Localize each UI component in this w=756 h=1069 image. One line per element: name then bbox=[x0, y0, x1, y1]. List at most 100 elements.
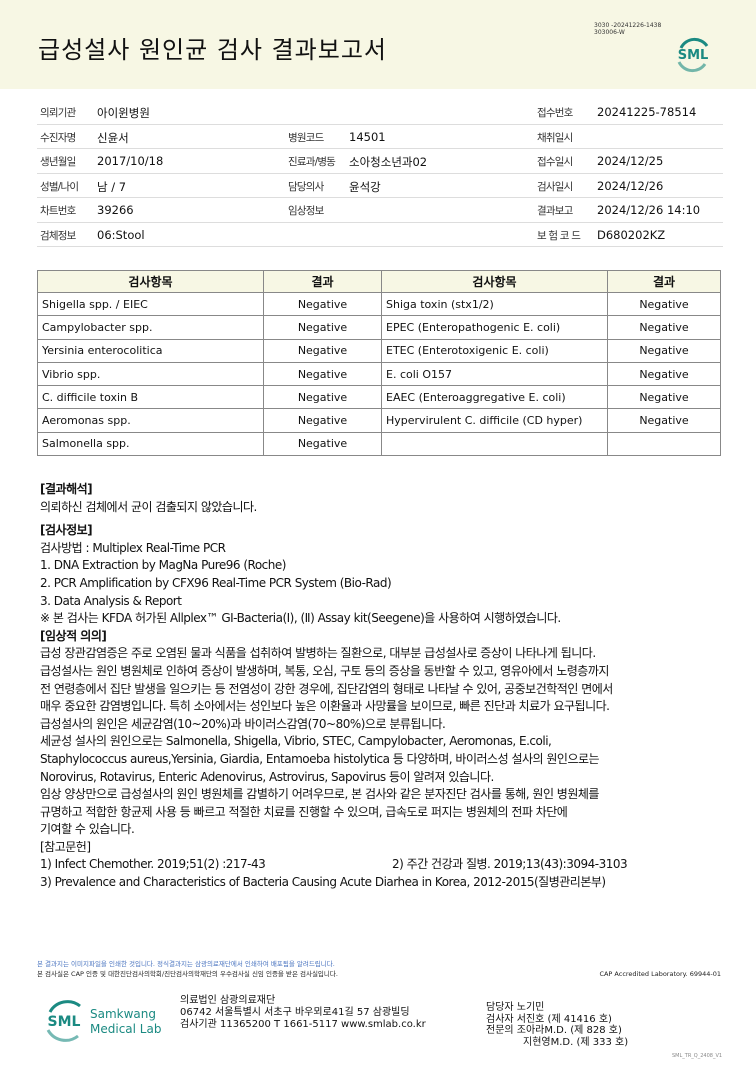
info-row: 수진자명 신윤서 병원코드 14501 채취일시 bbox=[37, 125, 723, 149]
table-row: Vibrio spp. Negative E. coli O157 Negative bbox=[37, 361, 721, 387]
clinical-title: [임상적 의의] bbox=[40, 628, 107, 643]
info-label: 수진자명 bbox=[40, 131, 76, 144]
info-value: 윤석강 bbox=[349, 179, 381, 194]
logo-text: SML bbox=[678, 48, 709, 63]
clinical-line: 급성설사의 원인은 세균감염(10~20%)과 바이러스감염(70~80%)으로… bbox=[40, 716, 446, 731]
result-cell: Negative bbox=[263, 338, 382, 363]
sml-logo: SML bbox=[677, 37, 709, 73]
info-line: 3. Data Analysis & Report bbox=[40, 593, 182, 608]
test-item-cell: Campylobacter spp. bbox=[37, 315, 264, 340]
test-item-cell: Shiga toxin (stx1/2) bbox=[381, 291, 608, 317]
cap-number: CAP Accredited Laboratory. 69944-01 bbox=[599, 970, 721, 978]
info-row: 의뢰기관 아이윈병원 접수번호 20241225-78514 bbox=[37, 100, 723, 125]
table-row: C. difficile toxin B Negative EAEC (Entero… bbox=[37, 385, 721, 410]
col-item: 검사항목 bbox=[381, 270, 608, 293]
info-value: D680202KZ bbox=[597, 227, 666, 242]
result-cell: Negative bbox=[263, 431, 382, 457]
info-label: 담당의사 bbox=[288, 180, 324, 193]
clinical-line: 급성설사는 원인 병원체로 인하여 증상이 발생하며, 복통, 오심, 구토 등… bbox=[40, 663, 609, 678]
result-cell: Negative bbox=[263, 315, 382, 340]
test-item-cell: Vibrio spp. bbox=[37, 361, 264, 387]
result-cell: Negative bbox=[607, 315, 721, 340]
info-title: [검사정보] bbox=[40, 523, 93, 538]
info-label: 병원코드 bbox=[288, 131, 324, 144]
info-value: 2024/12/26 bbox=[597, 178, 664, 193]
info-value: 2024/12/25 bbox=[597, 154, 664, 168]
clinical-line: 매우 중요한 감염병입니다. 특히 소아에서는 성인보다 높은 이환율과 사망률… bbox=[40, 699, 610, 714]
signatures: 담당자 노기민 검사자 서진호 (제 41416 호) 전문의 조아라M.D. (제… bbox=[486, 1002, 628, 1048]
ref-2: 2) 주간 건강과 질병. 2019;13(43):3094-3103 bbox=[392, 857, 628, 872]
info-line: 1. DNA Extraction by MagNa Pure96 (Roche… bbox=[40, 558, 286, 573]
clinical-line: 세균성 설사의 원인으로는 Salmonella, Shigella, Vibr… bbox=[40, 734, 552, 749]
info-row: 생년월일 2017/10/18 진료과/병동 소아청소년과02 접수일시 2024/12/… bbox=[37, 149, 723, 174]
report-header bbox=[0, 0, 756, 89]
clinical-line: Staphylococcus aureus,Yersinia, Giardia,… bbox=[40, 751, 600, 766]
ref-title: [참고문헌] bbox=[40, 839, 91, 854]
form-version: SML_TR_Q_2408_V1 bbox=[672, 1053, 723, 1059]
info-row: 차트번호 39266 임상정보 결과보고 2024/12/26 14:10 bbox=[37, 198, 723, 223]
info-label: 보 험 코 드 bbox=[537, 229, 581, 242]
logo-name-2: Medical Lab bbox=[90, 1022, 161, 1036]
ref-3: 3) Prevalence and Characteristics of Bac… bbox=[40, 875, 606, 890]
test-item-cell: Yersinia enterocolitica bbox=[37, 338, 264, 363]
results-table: 검사항목 결과 검사항목 결과 Shigella spp. / EIEC Nega… bbox=[37, 270, 721, 457]
info-line: ※ 본 검사는 KFDA 허가된 Allplex™ GI-Bacteria(Ⅰ)… bbox=[40, 611, 561, 626]
patient-info: 의뢰기관 아이윈병원 접수번호 20241225-78514 수진자명 신윤서 병원코드 14… bbox=[37, 100, 723, 247]
info-label: 진료과/병동 bbox=[288, 156, 336, 168]
interp-text: 의뢰하신 검체에서 균이 검출되지 않았습니다. bbox=[40, 499, 257, 514]
test-item-cell: Aeromonas spp. bbox=[37, 408, 264, 433]
test-item-cell: EAEC (Enteroaggregative E. coli) bbox=[381, 385, 608, 410]
info-line: 검사방법 : Multiplex Real-Time PCR bbox=[40, 540, 226, 555]
cert-note: 본 검사실은 CAP 인증 및 대한진단검사의학회/진단검사의학재단의 우수검사… bbox=[37, 970, 338, 978]
clinical-line: 임상 양상만으로 급성설사의 원인 병원체를 감별하기 어려우므로, 본 검사와… bbox=[40, 787, 599, 802]
info-label: 접수일시 bbox=[537, 156, 573, 168]
table-row: Yersinia enterocolitica Negative ETEC (Ent… bbox=[37, 338, 721, 363]
print-note: 본 결과지는 이미지파일을 인쇄한 것입니다. 정식결과지는 삼광의료재단에서 … bbox=[37, 960, 335, 968]
sign-line: 담당자 노기민 bbox=[486, 1002, 545, 1013]
addr-line: 검사기관 11365200 T 1661-5117 www.smlab.co.k… bbox=[180, 1019, 426, 1030]
addr-line: 의료법인 삼광의료재단 bbox=[180, 995, 276, 1006]
test-item-cell: EPEC (Enteropathogenic E. coli) bbox=[381, 315, 608, 340]
test-item-cell: Shigella spp. / EIEC bbox=[37, 291, 264, 317]
table-row: Aeromonas spp. Negative Hypervirulent C. d… bbox=[37, 408, 721, 433]
col-result: 결과 bbox=[263, 270, 382, 293]
result-cell: Negative bbox=[607, 385, 721, 410]
test-item-cell: Salmonella spp. bbox=[37, 431, 264, 457]
result-cell: Negative bbox=[607, 338, 721, 363]
table-header: 검사항목 결과 검사항목 결과 bbox=[37, 270, 721, 293]
footer-notes: 본 결과지는 이미지파일을 인쇄한 것입니다. 정식결과지는 삼광의료재단에서 … bbox=[37, 960, 721, 979]
test-item-cell: Hypervirulent C. difficile (CD hyper) bbox=[381, 408, 608, 433]
ref-1: 1) Infect Chemother. 2019;51(2) :217-43 bbox=[40, 857, 266, 872]
info-value: 소아청소년과02 bbox=[349, 155, 428, 169]
info-label: 성별/나이 bbox=[40, 180, 79, 193]
info-value: 2024/12/26 14:10 bbox=[597, 203, 701, 217]
info-label: 임상정보 bbox=[288, 205, 324, 217]
result-cell: Negative bbox=[607, 361, 721, 387]
info-value: 신윤서 bbox=[97, 130, 129, 145]
clinical-line: Norovirus, Rotavirus, Enteric Adenovirus… bbox=[40, 769, 494, 784]
info-value: 남 / 7 bbox=[97, 179, 127, 194]
info-label: 검사일시 bbox=[537, 180, 573, 193]
info-label: 채취일시 bbox=[537, 131, 573, 144]
result-cell: Negative bbox=[263, 291, 382, 317]
result-cell bbox=[607, 431, 721, 457]
addr-line: 06742 서울특별시 서초구 바우뫼로41길 57 삼광빌딩 bbox=[180, 1007, 410, 1018]
result-cell: Negative bbox=[607, 291, 721, 317]
report-body: [결과해석] 의뢰하신 검체에서 균이 검출되지 않았습니다. [검사정보] 검… bbox=[40, 481, 740, 892]
info-label: 접수번호 bbox=[537, 107, 573, 119]
info-label: 생년월일 bbox=[40, 156, 76, 168]
info-value: 06:Stool bbox=[97, 227, 145, 242]
clinical-line: 규명하고 적합한 항균제 사용 등 빠르고 적절한 치료를 진행할 수 있으며,… bbox=[40, 804, 568, 819]
info-row: 성별/나이 남 / 7 담당의사 윤석강 검사일시 2024/12/26 bbox=[37, 174, 723, 198]
info-row: 검체정보 06:Stool 보 험 코 드 D680202KZ bbox=[37, 223, 723, 247]
info-line: 2. PCR Amplification by CFX96 Real-Time … bbox=[40, 575, 392, 590]
clinical-line: 전 연령층에서 집단 발생을 일으키는 등 전염성이 강한 경우에, 집단감염의… bbox=[40, 681, 613, 696]
clinical-line: 기여할 수 있습니다. bbox=[40, 822, 135, 837]
test-item-cell: E. coli O157 bbox=[381, 361, 608, 387]
result-cell: Negative bbox=[263, 361, 382, 387]
report-code: 3030 -20241226-1438 303006-W bbox=[594, 22, 661, 36]
test-item-cell bbox=[381, 431, 608, 457]
code-line-2: 303006-W bbox=[594, 29, 625, 36]
clinical-line: 급성 장관감염증은 주로 오염된 물과 식품을 섭취하여 발병하는 질환으로, … bbox=[40, 646, 596, 661]
test-item-cell: C. difficile toxin B bbox=[37, 385, 264, 410]
